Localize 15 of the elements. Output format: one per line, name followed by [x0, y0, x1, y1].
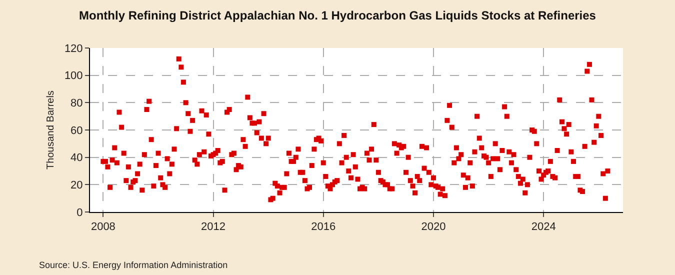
- y-tick-label: 0: [76, 206, 83, 219]
- y-tick-label: 120: [64, 42, 83, 55]
- chart-title: Monthly Refining District Appalachian No. 1 Hydrocarbon Gas Liquids Stocks at Refineries: [79, 8, 596, 22]
- x-tick-label: 2020: [421, 221, 446, 234]
- y-tick-label: 60: [70, 124, 83, 137]
- y-tick-label: 20: [70, 180, 83, 192]
- source-note: Source: U.S. Energy Information Administration: [39, 260, 228, 270]
- x-tick-label: 2016: [311, 221, 336, 234]
- y-tick-label: 40: [70, 152, 83, 164]
- y-tick-label: 100: [64, 70, 83, 82]
- x-tick-label: 2024: [531, 221, 556, 234]
- y-tick-label: 80: [70, 98, 83, 110]
- y-axis-title: Thousand Barrels: [45, 90, 56, 170]
- x-tick-label: 2012: [201, 221, 226, 234]
- x-tick-label: 2008: [90, 221, 116, 234]
